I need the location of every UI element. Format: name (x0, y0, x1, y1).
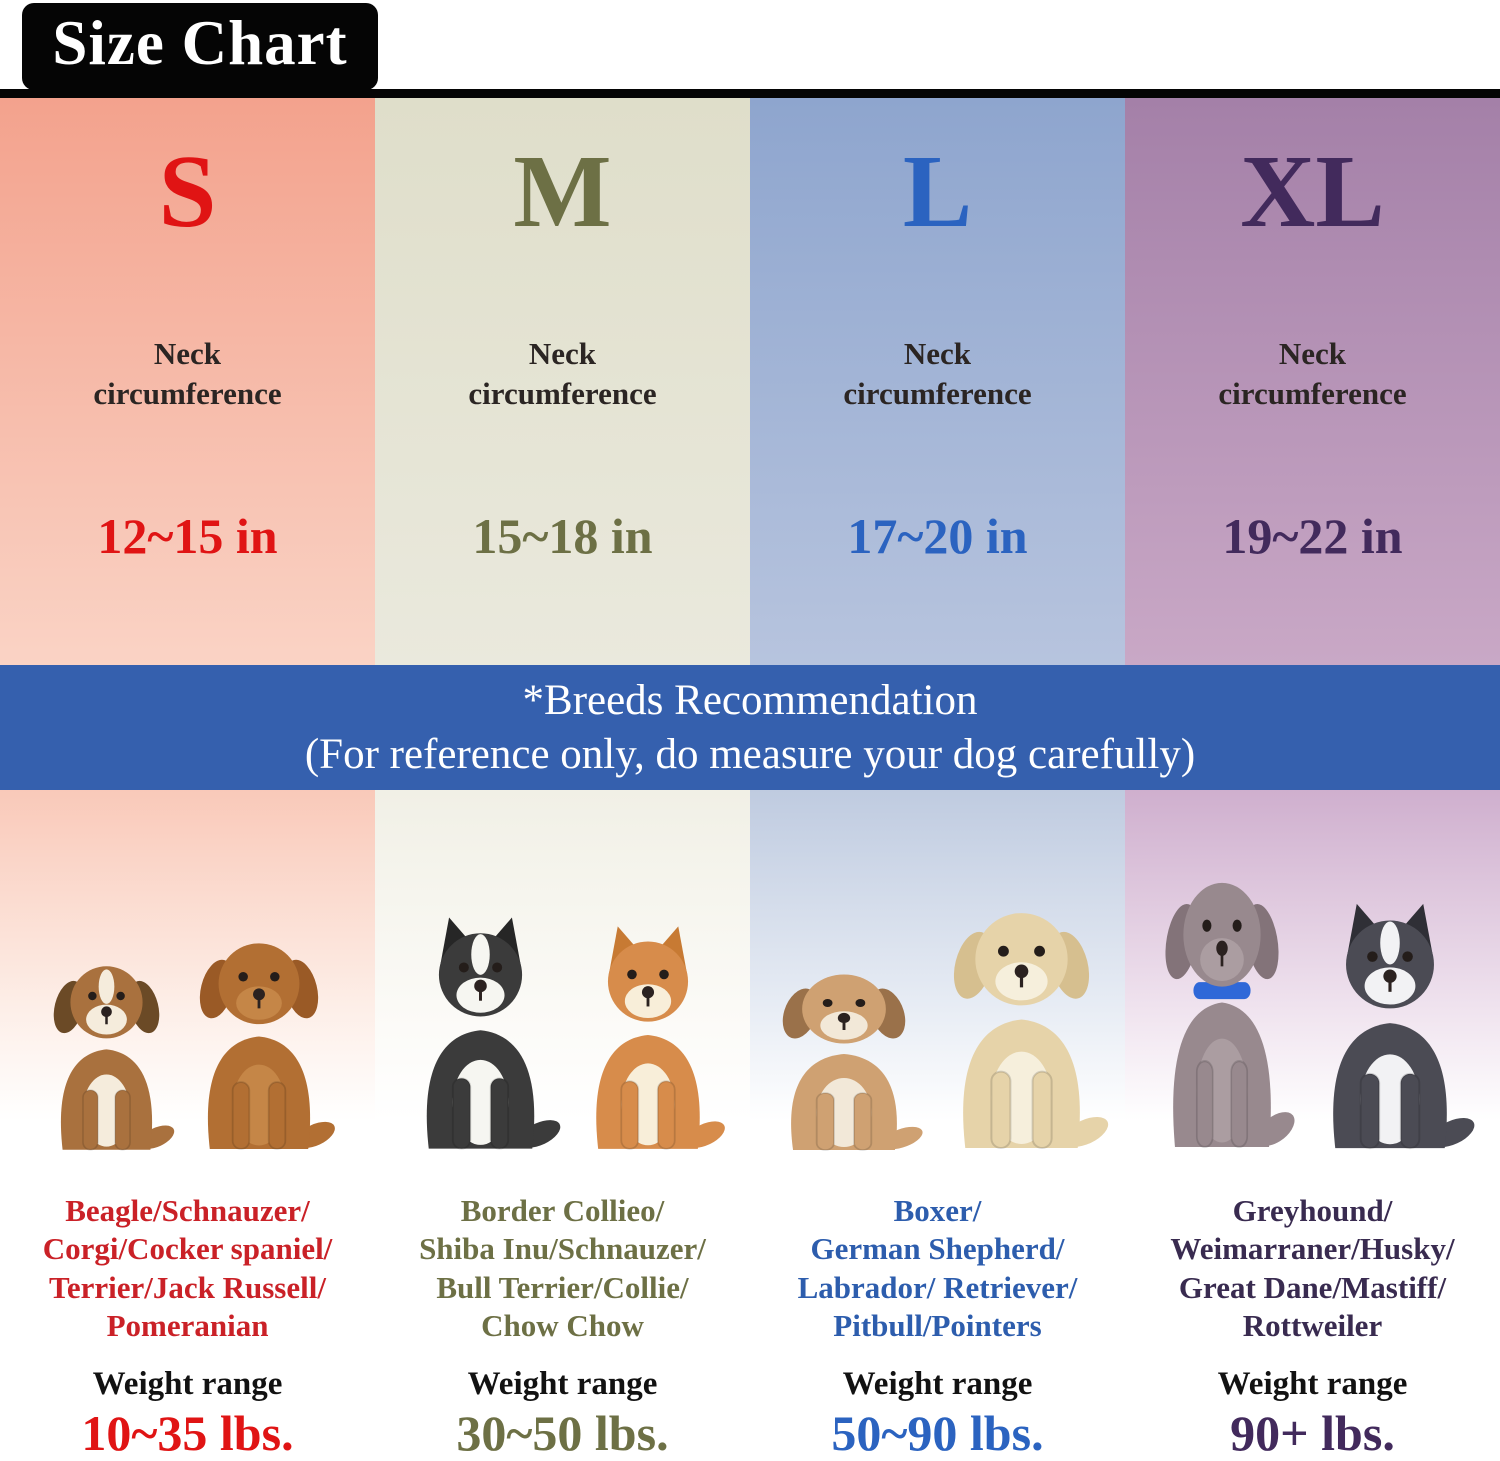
breed-line: German Shepherd/ (810, 1231, 1065, 1267)
info-row: Beagle/Schnauzer/ Corgi/Cocker spaniel/ … (0, 1180, 1500, 1459)
breed-line: Shiba Inu/Schnauzer/ (419, 1231, 706, 1267)
size-columns: S Neck circumference 12~15 in M Neck cir… (0, 98, 1500, 665)
size-letter-l: L (902, 134, 973, 249)
breed-line: Chow Chow (481, 1308, 644, 1344)
size-column-m: M Neck circumference 15~18 in (375, 98, 750, 665)
breed-line: Rottweiler (1242, 1308, 1383, 1344)
weight-label-s: Weight range (92, 1366, 283, 1402)
breed-line: Pitbull/Pointers (833, 1308, 1042, 1344)
weight-value-s: 10~35 lbs. (81, 1405, 294, 1461)
breed-line: Beagle/Schnauzer/ (65, 1193, 310, 1228)
breed-line: Weimarraner/Husky/ (1170, 1231, 1455, 1267)
breed-line: Boxer/ (893, 1193, 982, 1228)
neck-label-line2: circumference (843, 376, 1032, 412)
dog-photos-xl (1125, 790, 1500, 1180)
weight-value-l: 50~90 lbs. (831, 1405, 1044, 1461)
breed-list-xl: Greyhound/ Weimarraner/Husky/ Great Dane… (1125, 1192, 1500, 1352)
breed-line: Pomeranian (106, 1308, 269, 1344)
size-letter-m: M (513, 134, 612, 249)
info-cell-m: Border Collieo/ Shiba Inu/Schnauzer/ Bul… (375, 1180, 750, 1460)
breed-line: Terrier/Jack Russell/ (49, 1269, 326, 1305)
weight-value-xl: 90+ lbs. (1230, 1405, 1395, 1461)
neck-range-s: 12~15 in (97, 507, 278, 564)
dog-image-border-collie (425, 916, 566, 1155)
dog-image-weimaraner (1157, 881, 1300, 1155)
breed-list-l: Boxer/ German Shepherd/ Labrador/ Retrie… (750, 1192, 1125, 1352)
weight-label-xl: Weight range (1217, 1366, 1408, 1402)
weight-label-l: Weight range (842, 1366, 1033, 1402)
breeds-banner: *Breeds Recommendation (For reference on… (0, 665, 1500, 790)
neck-label-line2: circumference (1218, 376, 1407, 412)
size-column-xl: XL Neck circumference 19~22 in (1125, 98, 1500, 665)
breed-line: Border Collieo/ (460, 1193, 665, 1228)
header-divider (0, 89, 1500, 98)
neck-label-line2: circumference (93, 376, 282, 412)
page-title: Size Chart (22, 3, 378, 90)
breed-list-m: Border Collieo/ Shiba Inu/Schnauzer/ Bul… (375, 1192, 750, 1352)
neck-range-m: 15~18 in (472, 507, 653, 564)
neck-label-line2: circumference (468, 376, 657, 412)
info-cell-xl: Greyhound/ Weimarraner/Husky/ Great Dane… (1125, 1180, 1500, 1460)
neck-label-line1: Neck (153, 336, 222, 371)
breed-line: Labrador/ Retriever/ (797, 1269, 1078, 1305)
banner-line1: *Breeds Recommendation (522, 676, 978, 724)
banner-line2: (For reference only, do measure your dog… (304, 730, 1196, 778)
size-column-l: L Neck circumference 17~20 in (750, 98, 1125, 665)
breed-line: Great Dane/Mastiff/ (1178, 1269, 1447, 1305)
neck-label-xl: Neck circumference (1218, 334, 1406, 415)
neck-label-line1: Neck (528, 336, 597, 371)
page-title-text: Size Chart (52, 8, 348, 78)
breed-line: Bull Terrier/Collie/ (436, 1269, 689, 1305)
neck-label-s: Neck circumference (93, 334, 281, 415)
size-column-s: S Neck circumference 12~15 in (0, 98, 375, 665)
dog-image-shiba-inu (594, 924, 731, 1155)
neck-label-line1: Neck (1278, 336, 1347, 371)
weight-label-m: Weight range (467, 1366, 658, 1402)
info-cell-s: Beagle/Schnauzer/ Corgi/Cocker spaniel/ … (0, 1180, 375, 1460)
dog-image-beagle (47, 964, 179, 1155)
dog-photos-s (0, 790, 375, 1180)
breed-list-s: Beagle/Schnauzer/ Corgi/Cocker spaniel/ … (0, 1192, 375, 1352)
dog-photos-row (0, 790, 1500, 1180)
dog-photos-m (375, 790, 750, 1180)
neck-label-line1: Neck (903, 336, 972, 371)
dog-image-husky (1331, 902, 1480, 1155)
neck-range-xl: 19~22 in (1222, 507, 1403, 564)
neck-label-m: Neck circumference (468, 334, 656, 415)
breed-line: Greyhound/ (1232, 1193, 1393, 1228)
dog-image-golden-retriever (945, 911, 1115, 1155)
info-cell-l: Boxer/ German Shepherd/ Labrador/ Retrie… (750, 1180, 1125, 1460)
dog-photos-l (750, 790, 1125, 1180)
size-letter-s: S (158, 134, 217, 249)
size-letter-xl: XL (1240, 134, 1385, 249)
neck-range-l: 17~20 in (847, 507, 1028, 564)
weight-value-m: 30~50 lbs. (456, 1405, 669, 1461)
dog-image-cocker-spaniel (192, 941, 341, 1155)
breed-line: Corgi/Cocker spaniel/ (42, 1231, 333, 1267)
dog-image-bulldog (775, 973, 929, 1156)
neck-label-l: Neck circumference (843, 334, 1031, 415)
header: Size Chart (0, 0, 1500, 98)
